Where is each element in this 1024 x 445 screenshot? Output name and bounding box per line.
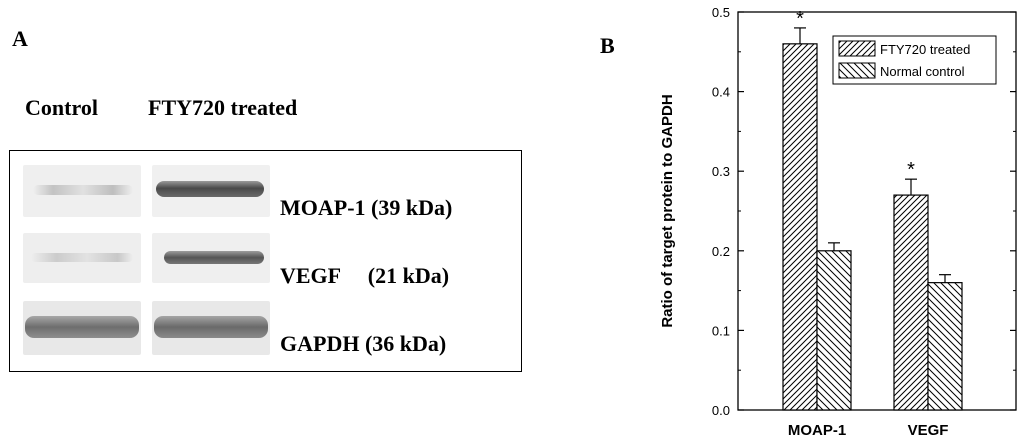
blot-band-vegf-treated bbox=[152, 233, 270, 283]
blot-band-gapdh-treated bbox=[152, 301, 270, 355]
blot-band-vegf-control bbox=[23, 233, 141, 283]
lane-header-treated: FTY720 treated bbox=[148, 95, 298, 120]
y-tick-label: 0.4 bbox=[712, 85, 730, 100]
blot-band-gapdh-control bbox=[23, 301, 141, 355]
legend-label: FTY720 treated bbox=[880, 42, 970, 57]
blot-label-vegf: VEGF (21 kDa) bbox=[280, 263, 450, 288]
blot-band-moap1-control bbox=[23, 165, 141, 217]
panel-a-label: A bbox=[12, 26, 28, 51]
y-axis-label: Ratio of target protein to GAPDH bbox=[659, 94, 676, 327]
legend-label: Normal control bbox=[880, 64, 965, 79]
y-tick-label: 0.2 bbox=[712, 244, 730, 259]
bar-control-1 bbox=[927, 282, 963, 411]
x-tick-label: MOAP-1 bbox=[788, 422, 846, 439]
bar-treated-0 bbox=[782, 43, 818, 411]
legend-swatch bbox=[838, 40, 876, 57]
y-tick-label: 0.5 bbox=[712, 5, 730, 20]
y-tick-label: 0.3 bbox=[712, 164, 730, 179]
panel-b-label: B bbox=[600, 33, 615, 58]
blot-label-gapdh: GAPDH (36 kDa) bbox=[280, 331, 447, 356]
significance-marker: * bbox=[796, 8, 804, 30]
lane-header-control: Control bbox=[25, 95, 98, 120]
y-tick-label: 0.1 bbox=[712, 323, 730, 338]
bar-treated-1 bbox=[893, 194, 929, 411]
bar-control-0 bbox=[816, 250, 852, 411]
legend-swatch bbox=[838, 62, 876, 79]
western-blot-frame: MOAP-1 (39 kDa) VEGF (21 kDa) GAPDH (36 … bbox=[9, 150, 522, 372]
significance-marker: * bbox=[907, 159, 915, 181]
x-tick-label: VEGF bbox=[908, 422, 949, 439]
blot-band-moap1-treated bbox=[152, 165, 270, 217]
blot-label-moap1: MOAP-1 (39 kDa) bbox=[280, 195, 453, 220]
y-tick-label: 0.0 bbox=[712, 403, 730, 418]
